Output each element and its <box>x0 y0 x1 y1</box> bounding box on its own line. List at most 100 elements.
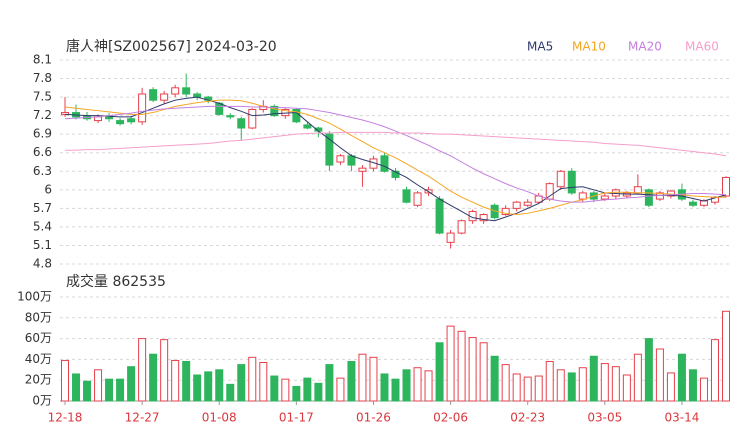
candle-body <box>402 189 411 203</box>
x-tick-label: 01-08 <box>202 411 237 425</box>
ma-line <box>64 99 726 216</box>
candle-body <box>127 118 136 123</box>
candle-body <box>556 170 565 188</box>
volume-bar <box>105 378 114 402</box>
ma-line <box>65 131 727 157</box>
volume-bar <box>402 369 411 402</box>
candle-body <box>138 93 147 123</box>
volume-bar <box>490 355 499 402</box>
volume-bar <box>61 359 69 402</box>
candle-body <box>380 155 389 172</box>
volume-bar <box>237 364 246 402</box>
legend-entry: MA60 <box>685 40 719 54</box>
y-tick-label: 8.1 <box>33 53 52 67</box>
volume-bar <box>215 369 224 402</box>
candle-body <box>325 133 334 166</box>
volume-bar <box>270 375 279 402</box>
volume-bar <box>281 378 290 402</box>
volume-bar <box>94 369 103 402</box>
x-tick-label: 12-18 <box>48 411 83 425</box>
candle-body <box>523 201 532 206</box>
candle-body <box>578 192 587 200</box>
volume-bar <box>556 369 565 402</box>
volume-bar <box>380 373 389 402</box>
y-tick-label: 6.6 <box>33 145 52 159</box>
y-tick-label: 60万 <box>25 331 52 345</box>
x-tick-label: 01-26 <box>356 411 391 425</box>
volume-bar <box>226 383 235 402</box>
volume-bar <box>160 339 169 402</box>
volume-bar <box>83 380 92 402</box>
volume-bar <box>116 378 125 402</box>
candle-body <box>512 201 521 209</box>
y-tick-label: 6.9 <box>33 127 52 141</box>
volume-bar <box>303 377 312 402</box>
candle-body <box>688 201 697 206</box>
candle-body <box>358 167 367 172</box>
candle-body <box>270 105 279 117</box>
volume-bar <box>622 374 631 402</box>
candle-body <box>248 108 257 129</box>
volume-bar <box>127 366 136 402</box>
volume-title: 成交量 862535 <box>66 273 166 290</box>
candle-body <box>116 120 125 125</box>
volume-bar <box>722 310 730 402</box>
candle-body <box>182 87 191 95</box>
volume-bar <box>611 366 620 402</box>
ma-line <box>64 105 727 203</box>
y-tick-label: 5.4 <box>33 219 52 233</box>
x-tick-label: 03-14 <box>664 411 699 425</box>
volume-bar <box>424 370 433 402</box>
candle-body <box>226 115 235 118</box>
y-tick-label: 0万 <box>32 394 52 408</box>
candle-body <box>567 170 576 194</box>
candle-body <box>303 124 312 129</box>
ma-line <box>64 96 727 222</box>
volume-bar <box>501 364 510 402</box>
candle-body <box>446 232 455 243</box>
volume-bar <box>138 338 147 402</box>
volume-bar <box>468 337 477 402</box>
y-tick-label: 7.5 <box>33 90 52 104</box>
volume-bar <box>369 356 378 402</box>
x-tick-label: 02-23 <box>510 411 545 425</box>
candle-body <box>644 189 653 206</box>
candle-body <box>545 183 554 200</box>
volume-bar <box>644 338 653 402</box>
volume-bar <box>358 353 367 402</box>
volume-bar <box>248 356 257 402</box>
candle-body <box>237 118 246 129</box>
volume-bar <box>677 353 686 402</box>
y-tick-label: 7.2 <box>33 108 52 122</box>
volume-bar <box>589 355 598 402</box>
candle-body <box>722 176 730 197</box>
candle-body <box>391 170 400 178</box>
x-tick-label: 01-17 <box>279 411 314 425</box>
volume-bar <box>534 375 543 402</box>
candle-body <box>699 200 708 206</box>
volume-bar <box>446 325 455 402</box>
volume-bar <box>600 363 609 402</box>
y-tick-label: 5.7 <box>33 201 52 215</box>
volume-bar <box>149 353 158 402</box>
y-tick-label: 5.1 <box>33 238 52 252</box>
volume-bar <box>435 342 444 402</box>
candle-body <box>600 195 609 200</box>
volume-bar <box>688 369 697 402</box>
candle-body <box>413 192 422 206</box>
volume-bar <box>391 378 400 402</box>
volume-bar <box>710 339 719 402</box>
y-tick-label: 100万 <box>17 290 52 304</box>
y-tick-label: 6.3 <box>33 164 52 178</box>
volume-bar <box>259 362 268 402</box>
volume-bar <box>479 342 488 402</box>
volume-bar <box>413 367 422 402</box>
chart-title: 唐人神[SZ002567] 2024-03-20 <box>66 38 277 55</box>
candle-body <box>336 155 345 163</box>
volume-bar <box>512 373 521 402</box>
y-tick-label: 4.8 <box>33 257 52 271</box>
candle-body <box>347 155 356 166</box>
volume-bar <box>666 372 675 402</box>
legend-entry: MA5 <box>527 40 553 54</box>
